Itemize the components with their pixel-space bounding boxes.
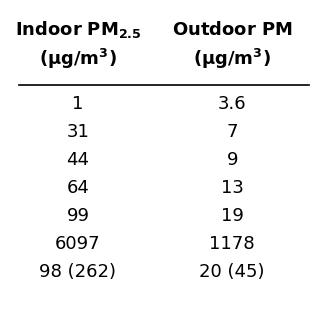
Text: 13: 13 <box>221 179 244 197</box>
Text: 20 (45): 20 (45) <box>199 263 265 281</box>
Text: 98 (262): 98 (262) <box>39 263 116 281</box>
Text: 19: 19 <box>221 207 244 225</box>
Text: $\mathbf{(\mu g/m^3)}$: $\mathbf{(\mu g/m^3)}$ <box>39 46 117 70</box>
Text: 1178: 1178 <box>209 235 255 253</box>
Text: 6097: 6097 <box>55 235 101 253</box>
Text: 44: 44 <box>67 151 90 169</box>
Text: 1: 1 <box>72 95 84 114</box>
Text: $\mathbf{Indoor\ PM_{2.5}}$: $\mathbf{Indoor\ PM_{2.5}}$ <box>15 20 141 40</box>
Text: $\mathbf{(\mu g/m^3)}$: $\mathbf{(\mu g/m^3)}$ <box>193 46 271 70</box>
Text: $\mathbf{Outdoor\ PM}$: $\mathbf{Outdoor\ PM}$ <box>172 21 292 39</box>
Text: 3.6: 3.6 <box>218 95 246 114</box>
Text: 31: 31 <box>67 124 89 141</box>
Text: 7: 7 <box>227 124 238 141</box>
Text: 99: 99 <box>67 207 90 225</box>
Text: 9: 9 <box>227 151 238 169</box>
Text: 64: 64 <box>67 179 89 197</box>
